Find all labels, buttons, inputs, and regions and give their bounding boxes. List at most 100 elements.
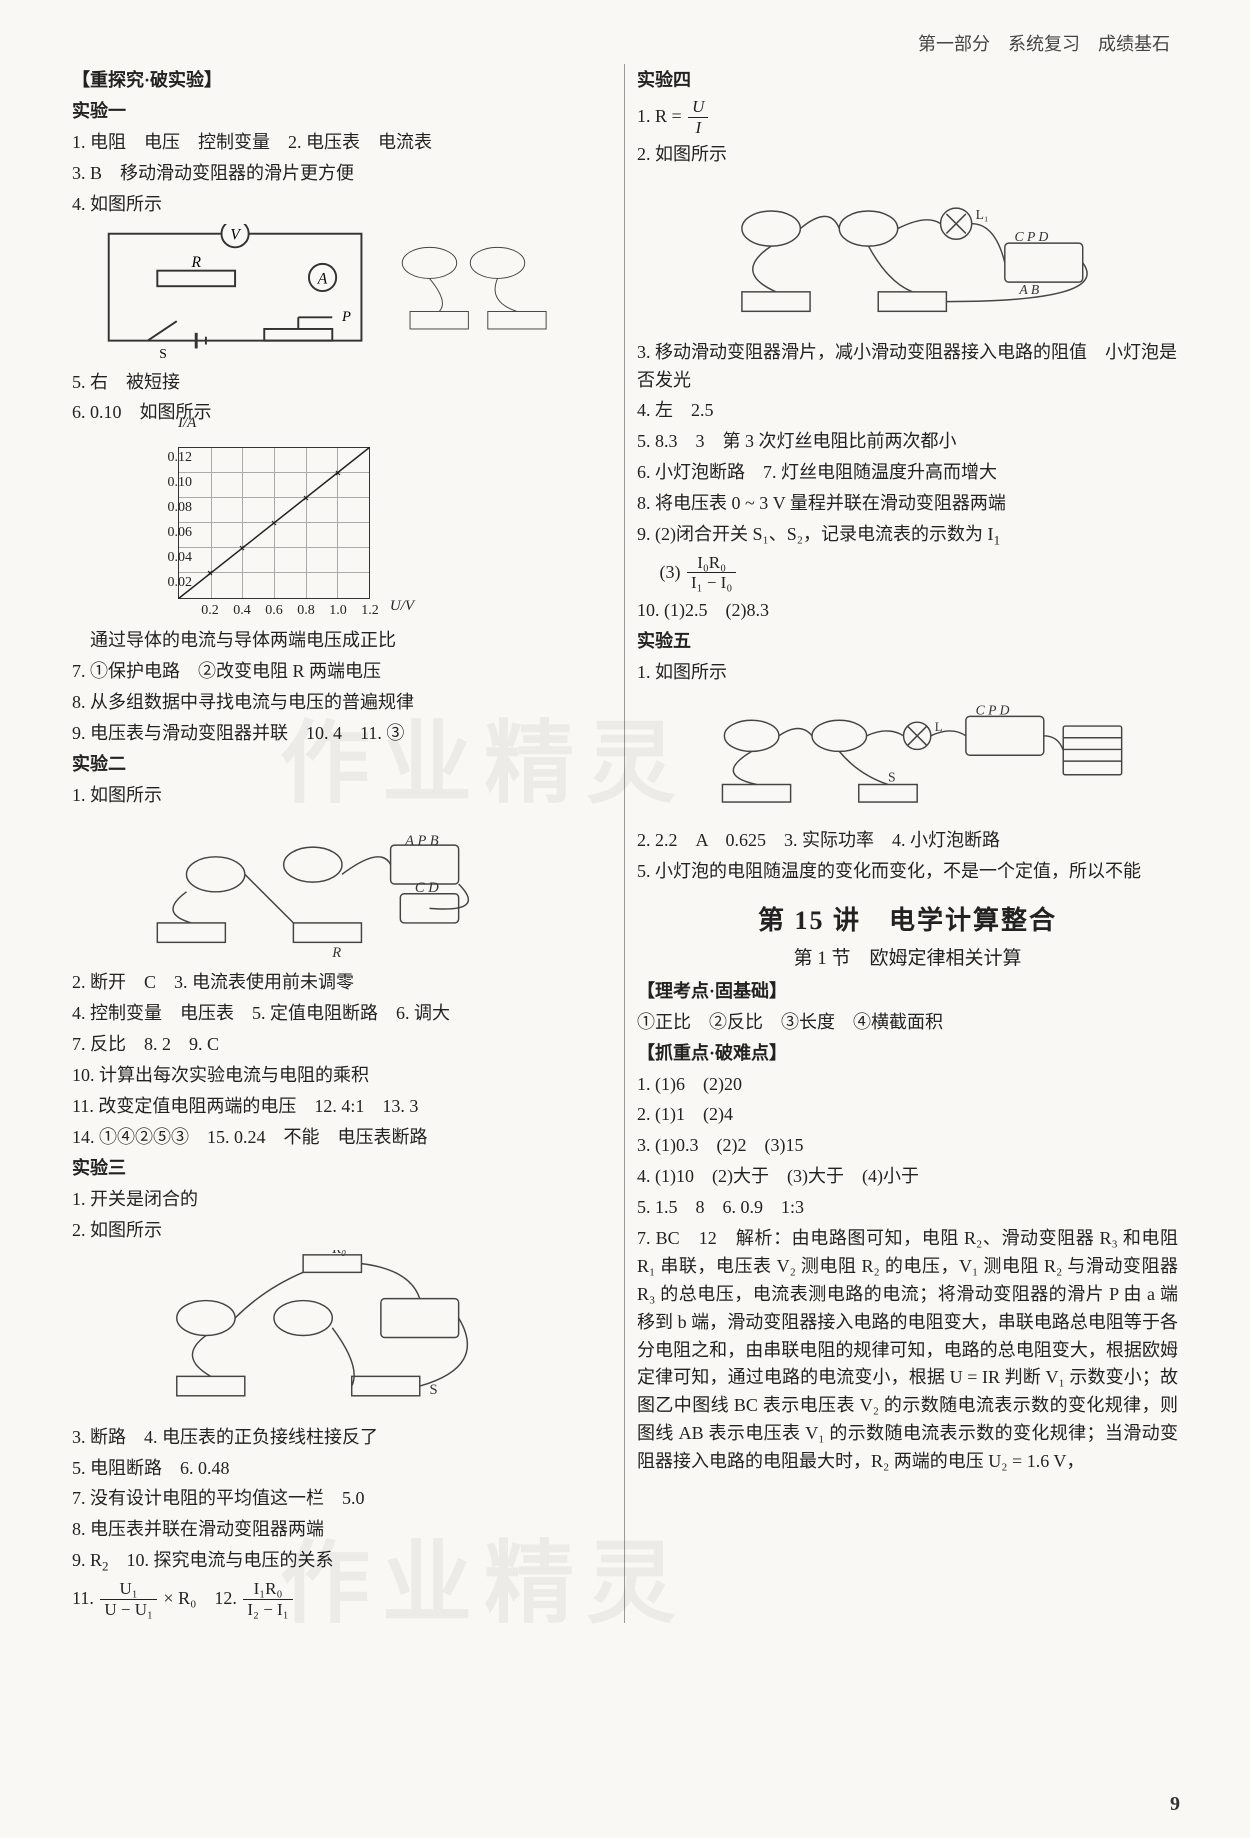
svg-text:A: A	[317, 271, 328, 288]
exp5-line3: 5. 小灯泡的电阻随温度的变化而变化，不是一个定值，所以不能	[637, 858, 1178, 886]
svg-text:A P B: A P B	[404, 833, 439, 849]
frac9-den: I₁ − I₀	[687, 573, 736, 593]
exp1-line5: 6. 0.10 如图所示	[72, 399, 612, 427]
xtick-1: 0.4	[233, 603, 251, 619]
exp4-line6: 6. 小灯泡断路 7. 灯丝电阻随温度升高而增大	[637, 459, 1178, 487]
exp4-l8-sub: 1	[994, 533, 1001, 548]
svg-text:C D: C D	[415, 879, 439, 895]
exp2-line6: 11. 改变定值电阻两端的电压 12. 4:1 13. 3	[72, 1093, 612, 1121]
li-line1: ①正比 ②反比 ③长度 ④横截面积	[637, 1009, 1178, 1037]
exp3-l7-pre: 9. R	[72, 1550, 102, 1570]
fraction-11: U₁ U − U₁	[100, 1580, 157, 1620]
exp1-line6: 通过导体的电流与导体两端电压成正比	[72, 627, 612, 655]
exp3-line4: 5. 电阻断路 6. 0.48	[72, 1455, 612, 1483]
exp3-line1: 1. 开关是闭合的	[72, 1186, 612, 1214]
fraction-12: I₁R₀ I₂ − I₁	[243, 1580, 292, 1620]
exp4-line1: 1. R = U I	[637, 98, 1178, 138]
lecture-title: 第 15 讲 电学计算整合	[637, 900, 1178, 937]
circuit-diagram-4: L₁ C P D A B	[664, 175, 1151, 331]
circuit-diagram-5: L C P D S	[664, 692, 1151, 819]
exp1-line4: 5. 右 被短接	[72, 369, 612, 397]
right-column: 实验四 1. R = U I 2. 如图所示 L₁ C P D A B	[625, 64, 1190, 1623]
exp1-line3: 4. 如图所示	[72, 191, 612, 219]
z-line2: 2. (1)1 (2)4	[637, 1101, 1178, 1129]
iv-chart: I/A 0.02 0.04 0.06	[132, 433, 392, 623]
frac12-den: I₂ − I₁	[243, 1600, 292, 1620]
exp5-title: 实验五	[637, 628, 1178, 656]
exp4-line3: 3. 移动滑动变阻器滑片，减小滑动变阻器接入电路的阻值 小灯泡是否发光	[637, 339, 1178, 395]
ytick-0: 0.02	[168, 575, 193, 591]
exp4-line9: (3) I₀R₀ I₁ − I₀	[637, 554, 1178, 594]
exp1-title: 实验一	[72, 98, 612, 126]
circuit-diagram-1: V A R P S	[99, 224, 585, 360]
section-head-li: 【理考点·固基础】	[637, 978, 1178, 1006]
chart-y-axis-title: I/A	[178, 415, 196, 432]
chart-grid	[178, 447, 370, 599]
frac9-num: I₀R₀	[687, 554, 736, 574]
xtick-2: 0.6	[265, 603, 283, 619]
svg-text:S: S	[429, 1382, 437, 1398]
frac12-num: I₁R₀	[243, 1580, 292, 1600]
exp4-title: 实验四	[637, 67, 1178, 95]
svg-text:A B: A B	[1018, 282, 1039, 297]
exp2-line1: 1. 如图所示	[72, 782, 612, 810]
exp4-line10: 10. (1)2.5 (2)8.3	[637, 597, 1178, 625]
ytick-1: 0.04	[168, 550, 193, 566]
exp4-line5: 5. 8.3 3 第 3 次灯丝电阻比前两次都小	[637, 428, 1178, 456]
exp4-line4: 4. 左 2.5	[637, 397, 1178, 425]
exp2-line5: 10. 计算出每次实验电流与电阻的乘积	[72, 1062, 612, 1090]
exp4-l9-pre: (3)	[637, 562, 681, 582]
svg-text:C P D: C P D	[976, 703, 1010, 718]
ytick-4: 0.10	[168, 475, 193, 491]
exp4-line7: 8. 将电压表 0 ~ 3 V 量程并联在滑动变阻器两端	[637, 490, 1178, 518]
z-line5: 5. 1.5 8 6. 0.9 1:3	[637, 1194, 1178, 1222]
svg-text:S: S	[888, 770, 896, 785]
z-line3: 3. (1)0.3 (2)2 (3)15	[637, 1132, 1178, 1160]
svg-text:P: P	[341, 310, 351, 326]
z-line1: 1. (1)6 (2)20	[637, 1071, 1178, 1099]
section-head-experiment: 【重探究·破实验】	[72, 67, 612, 95]
exp3-line7: 9. R2 10. 探究电流与电压的关系	[72, 1547, 612, 1577]
exp1-line8: 8. 从多组数据中寻找电流与电压的普遍规律	[72, 689, 612, 717]
exp3-line6: 8. 电压表并联在滑动变阻器两端	[72, 1516, 612, 1544]
exp3-l8-pre: 11.	[72, 1588, 98, 1608]
exp3-line8: 11. U₁ U − U₁ × R₀ 12. I₁R₀ I₂ − I₁	[72, 1580, 612, 1620]
svg-text:R: R	[190, 254, 201, 271]
page-number: 9	[1170, 1793, 1180, 1816]
section-head-zhong: 【抓重点·破难点】	[637, 1040, 1178, 1068]
chart-x-axis-title: U/V	[390, 598, 414, 615]
exp3-l7-post: 10. 探究电流与电压的关系	[109, 1550, 334, 1570]
exp2-line4: 7. 反比 8. 2 9. C	[72, 1031, 612, 1059]
exp1-line2: 3. B 移动滑动变阻器的滑片更方便	[72, 160, 612, 188]
page-header: 第一部分 系统复习 成绩基石	[60, 30, 1190, 56]
svg-text:L₁: L₁	[976, 207, 989, 222]
z-line7: 7. BC 12 解析：由电路图可知，电阻 R₂、滑动变阻器 R₃ 和电阻 R₁…	[637, 1225, 1178, 1476]
content-columns: 【重探究·破实验】 实验一 1. 电阻 电压 控制变量 2. 电压表 电流表 3…	[60, 64, 1190, 1623]
circuit-diagram-2: A P B C D R	[99, 816, 585, 962]
ytick-2: 0.06	[168, 525, 193, 541]
svg-text:C P D: C P D	[1015, 229, 1049, 244]
circuit-diagram-3: R₀ S	[99, 1250, 585, 1415]
exp5-line1: 1. 如图所示	[637, 659, 1178, 687]
fracR-num: U	[688, 98, 708, 118]
z-line4: 4. (1)10 (2)大于 (3)大于 (4)小于	[637, 1163, 1178, 1191]
frac11-den: U − U₁	[100, 1600, 157, 1620]
xtick-4: 1.0	[329, 603, 347, 619]
exp2-title: 实验二	[72, 751, 612, 779]
exp1-line1: 1. 电阻 电压 控制变量 2. 电压表 电流表	[72, 129, 612, 157]
exp4-l8-pre: 9. (2)闭合开关 S₁、S₂，记录电流表的示数为 I	[637, 524, 994, 544]
exp2-line2: 2. 断开 C 3. 电流表使用前未调零	[72, 969, 612, 997]
exp3-line2: 2. 如图所示	[72, 1217, 612, 1245]
xtick-5: 1.2	[361, 603, 379, 619]
fraction-R: U I	[688, 98, 708, 138]
xtick-3: 0.8	[297, 603, 315, 619]
exp4-l1-pre: 1. R =	[637, 106, 686, 126]
exp4-line8: 9. (2)闭合开关 S₁、S₂，记录电流表的示数为 I1	[637, 521, 1178, 551]
ytick-5: 0.12	[168, 450, 193, 466]
svg-text:V: V	[230, 227, 241, 244]
exp5-line2: 2. 2.2 A 0.625 3. 实际功率 4. 小灯泡断路	[637, 827, 1178, 855]
svg-text:R: R	[331, 945, 341, 961]
exp3-l8-mid: × R₀ 12.	[163, 1588, 241, 1608]
left-column: 【重探究·破实验】 实验一 1. 电阻 电压 控制变量 2. 电压表 电流表 3…	[60, 64, 625, 1623]
lecture-subtitle: 第 1 节 欧姆定律相关计算	[637, 943, 1178, 970]
